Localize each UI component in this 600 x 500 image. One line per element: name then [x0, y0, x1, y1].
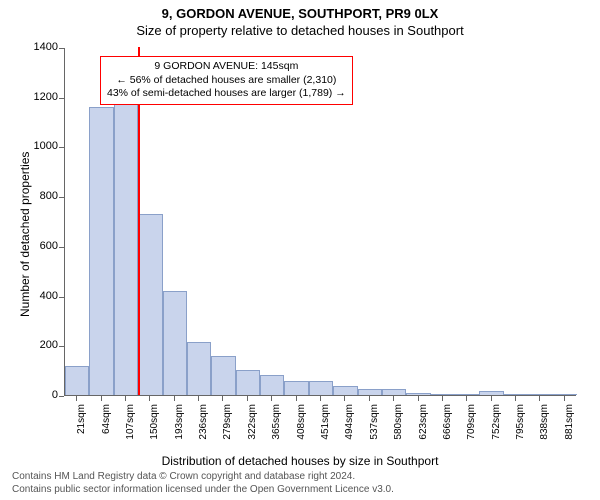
y-tick-label: 800 — [24, 190, 58, 202]
y-tick-mark — [59, 197, 64, 198]
histogram-bar — [553, 394, 577, 395]
x-tick-mark — [564, 396, 565, 401]
histogram-bar — [163, 291, 187, 395]
y-tick-label: 1000 — [24, 140, 58, 152]
x-tick-label: 709sqm — [466, 404, 477, 454]
x-tick-label: 451sqm — [320, 404, 331, 454]
x-axis-label: Distribution of detached houses by size … — [0, 454, 600, 468]
x-tick-label: 494sqm — [344, 404, 355, 454]
x-tick-label: 580sqm — [393, 404, 404, 454]
histogram-bar — [65, 366, 89, 395]
histogram-bar — [260, 375, 284, 395]
annotation-box: 9 GORDON AVENUE: 145sqm ← 56% of detache… — [100, 56, 353, 105]
y-tick-mark — [59, 98, 64, 99]
x-tick-mark — [149, 396, 150, 401]
histogram-bar — [479, 391, 503, 395]
x-tick-label: 537sqm — [369, 404, 380, 454]
x-tick-mark — [539, 396, 540, 401]
histogram-bar — [114, 104, 138, 395]
x-tick-label: 21sqm — [76, 404, 87, 454]
x-tick-mark — [320, 396, 321, 401]
histogram-bar — [333, 386, 357, 395]
x-tick-label: 236sqm — [198, 404, 209, 454]
histogram-bar — [309, 381, 333, 395]
y-tick-mark — [59, 48, 64, 49]
histogram-bar — [187, 342, 211, 395]
y-tick-label: 0 — [24, 389, 58, 401]
x-tick-label: 322sqm — [247, 404, 258, 454]
y-tick-label: 200 — [24, 339, 58, 351]
x-tick-mark — [491, 396, 492, 401]
x-tick-label: 64sqm — [101, 404, 112, 454]
x-tick-mark — [174, 396, 175, 401]
y-tick-mark — [59, 297, 64, 298]
x-tick-mark — [344, 396, 345, 401]
x-tick-mark — [515, 396, 516, 401]
histogram-bar — [504, 394, 528, 395]
x-tick-label: 365sqm — [271, 404, 282, 454]
x-tick-mark — [393, 396, 394, 401]
x-tick-mark — [247, 396, 248, 401]
x-tick-label: 666sqm — [442, 404, 453, 454]
x-tick-mark — [369, 396, 370, 401]
histogram-bar — [358, 389, 382, 395]
footer-line2: Contains public sector information licen… — [12, 483, 394, 496]
chart-container: 9, GORDON AVENUE, SOUTHPORT, PR9 0LX Siz… — [0, 0, 600, 500]
histogram-bar — [406, 393, 430, 395]
y-tick-label: 1200 — [24, 91, 58, 103]
x-tick-label: 752sqm — [491, 404, 502, 454]
histogram-bar — [455, 394, 479, 395]
x-tick-label: 408sqm — [296, 404, 307, 454]
histogram-bar — [138, 214, 162, 395]
histogram-bar — [211, 356, 235, 395]
x-tick-mark — [76, 396, 77, 401]
x-tick-mark — [222, 396, 223, 401]
x-tick-mark — [101, 396, 102, 401]
x-tick-mark — [125, 396, 126, 401]
annotation-line1: 9 GORDON AVENUE: 145sqm — [107, 60, 346, 74]
footer-attribution: Contains HM Land Registry data © Crown c… — [12, 470, 394, 496]
y-tick-mark — [59, 247, 64, 248]
x-tick-mark — [418, 396, 419, 401]
annotation-line2: ← 56% of detached houses are smaller (2,… — [107, 74, 346, 88]
y-tick-mark — [59, 346, 64, 347]
y-tick-mark — [59, 396, 64, 397]
x-tick-label: 150sqm — [149, 404, 160, 454]
x-tick-mark — [442, 396, 443, 401]
histogram-bar — [431, 394, 455, 395]
x-tick-mark — [198, 396, 199, 401]
histogram-bar — [236, 370, 260, 395]
histogram-bar — [89, 107, 113, 395]
footer-line1: Contains HM Land Registry data © Crown c… — [12, 470, 394, 483]
x-tick-label: 107sqm — [125, 404, 136, 454]
x-tick-mark — [296, 396, 297, 401]
y-tick-label: 600 — [24, 240, 58, 252]
histogram-bar — [382, 389, 406, 395]
x-tick-label: 279sqm — [222, 404, 233, 454]
y-tick-label: 1400 — [24, 41, 58, 53]
annotation-line3: 43% of semi-detached houses are larger (… — [107, 87, 346, 101]
y-tick-label: 400 — [24, 290, 58, 302]
x-tick-label: 795sqm — [515, 404, 526, 454]
x-tick-label: 623sqm — [418, 404, 429, 454]
x-tick-mark — [466, 396, 467, 401]
title-address: 9, GORDON AVENUE, SOUTHPORT, PR9 0LX — [0, 0, 600, 21]
x-tick-label: 193sqm — [174, 404, 185, 454]
title-subtitle: Size of property relative to detached ho… — [0, 21, 600, 38]
histogram-bar — [528, 394, 552, 395]
y-tick-mark — [59, 147, 64, 148]
histogram-bar — [284, 381, 308, 395]
x-tick-label: 881sqm — [564, 404, 575, 454]
x-tick-mark — [271, 396, 272, 401]
x-tick-label: 838sqm — [539, 404, 550, 454]
